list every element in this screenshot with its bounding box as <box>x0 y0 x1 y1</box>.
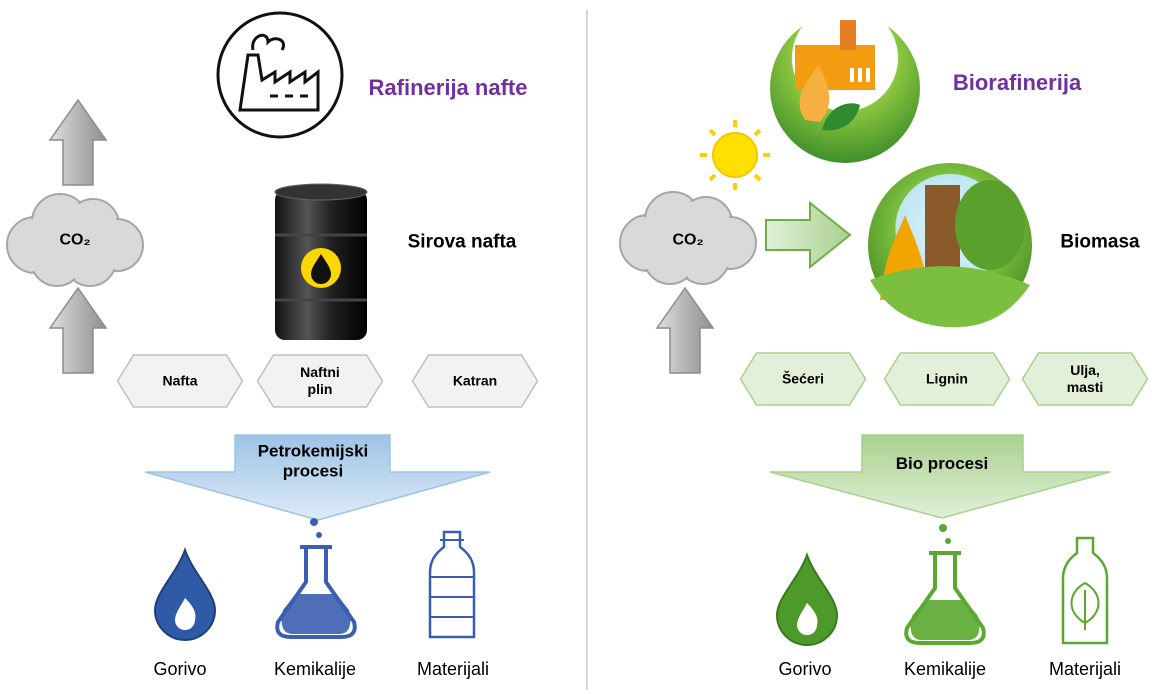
bottle-lines <box>430 540 474 617</box>
bubble <box>945 538 951 544</box>
bubble <box>310 518 318 526</box>
product-label: Kemikalije <box>274 659 356 681</box>
up-arrow <box>50 288 106 373</box>
fraction-label: Katran <box>444 373 506 390</box>
refinery-icon <box>218 13 342 137</box>
fraction-label: Nafta <box>149 373 211 390</box>
biomass-image <box>868 163 1032 327</box>
process-label: Petrokemijski procesi <box>243 442 383 483</box>
co2-label: CO₂ <box>672 230 703 249</box>
process-arrow <box>770 435 1110 518</box>
process-label: Bio procesi <box>872 454 1012 474</box>
up-arrow <box>50 100 106 185</box>
leaf <box>1072 583 1099 630</box>
bubble <box>316 532 322 538</box>
product-label: Gorivo <box>778 659 831 681</box>
product-label: Kemikalije <box>904 659 986 681</box>
product-label: Materijali <box>1049 659 1121 681</box>
product-label: Gorivo <box>153 659 206 681</box>
flow-arrow <box>766 203 850 267</box>
biorefinery-title: Biorafinerija <box>953 70 1081 96</box>
refinery-title: Rafinerija nafte <box>369 75 528 101</box>
sun <box>700 120 770 190</box>
fraction-label: Naftni plin <box>289 364 351 398</box>
oil-barrel <box>275 184 367 340</box>
source-label: Biomasa <box>1060 232 1139 255</box>
up-arrow <box>657 288 713 373</box>
fraction-label: Ulja, masti <box>1054 362 1116 396</box>
fraction-label: Lignin <box>916 371 978 388</box>
source-label: Sirova nafta <box>408 232 517 255</box>
product-label: Materijali <box>417 659 489 681</box>
co2-label: CO₂ <box>59 230 90 249</box>
biorefinery-icon <box>770 13 920 163</box>
materials-icon <box>430 532 474 637</box>
bubble <box>939 524 947 532</box>
diagram-art <box>0 0 1152 694</box>
fraction-label: Šećeri <box>772 371 834 388</box>
page: Rafinerija nafte CO₂ Sirova nafta Bioraf… <box>0 0 1152 694</box>
